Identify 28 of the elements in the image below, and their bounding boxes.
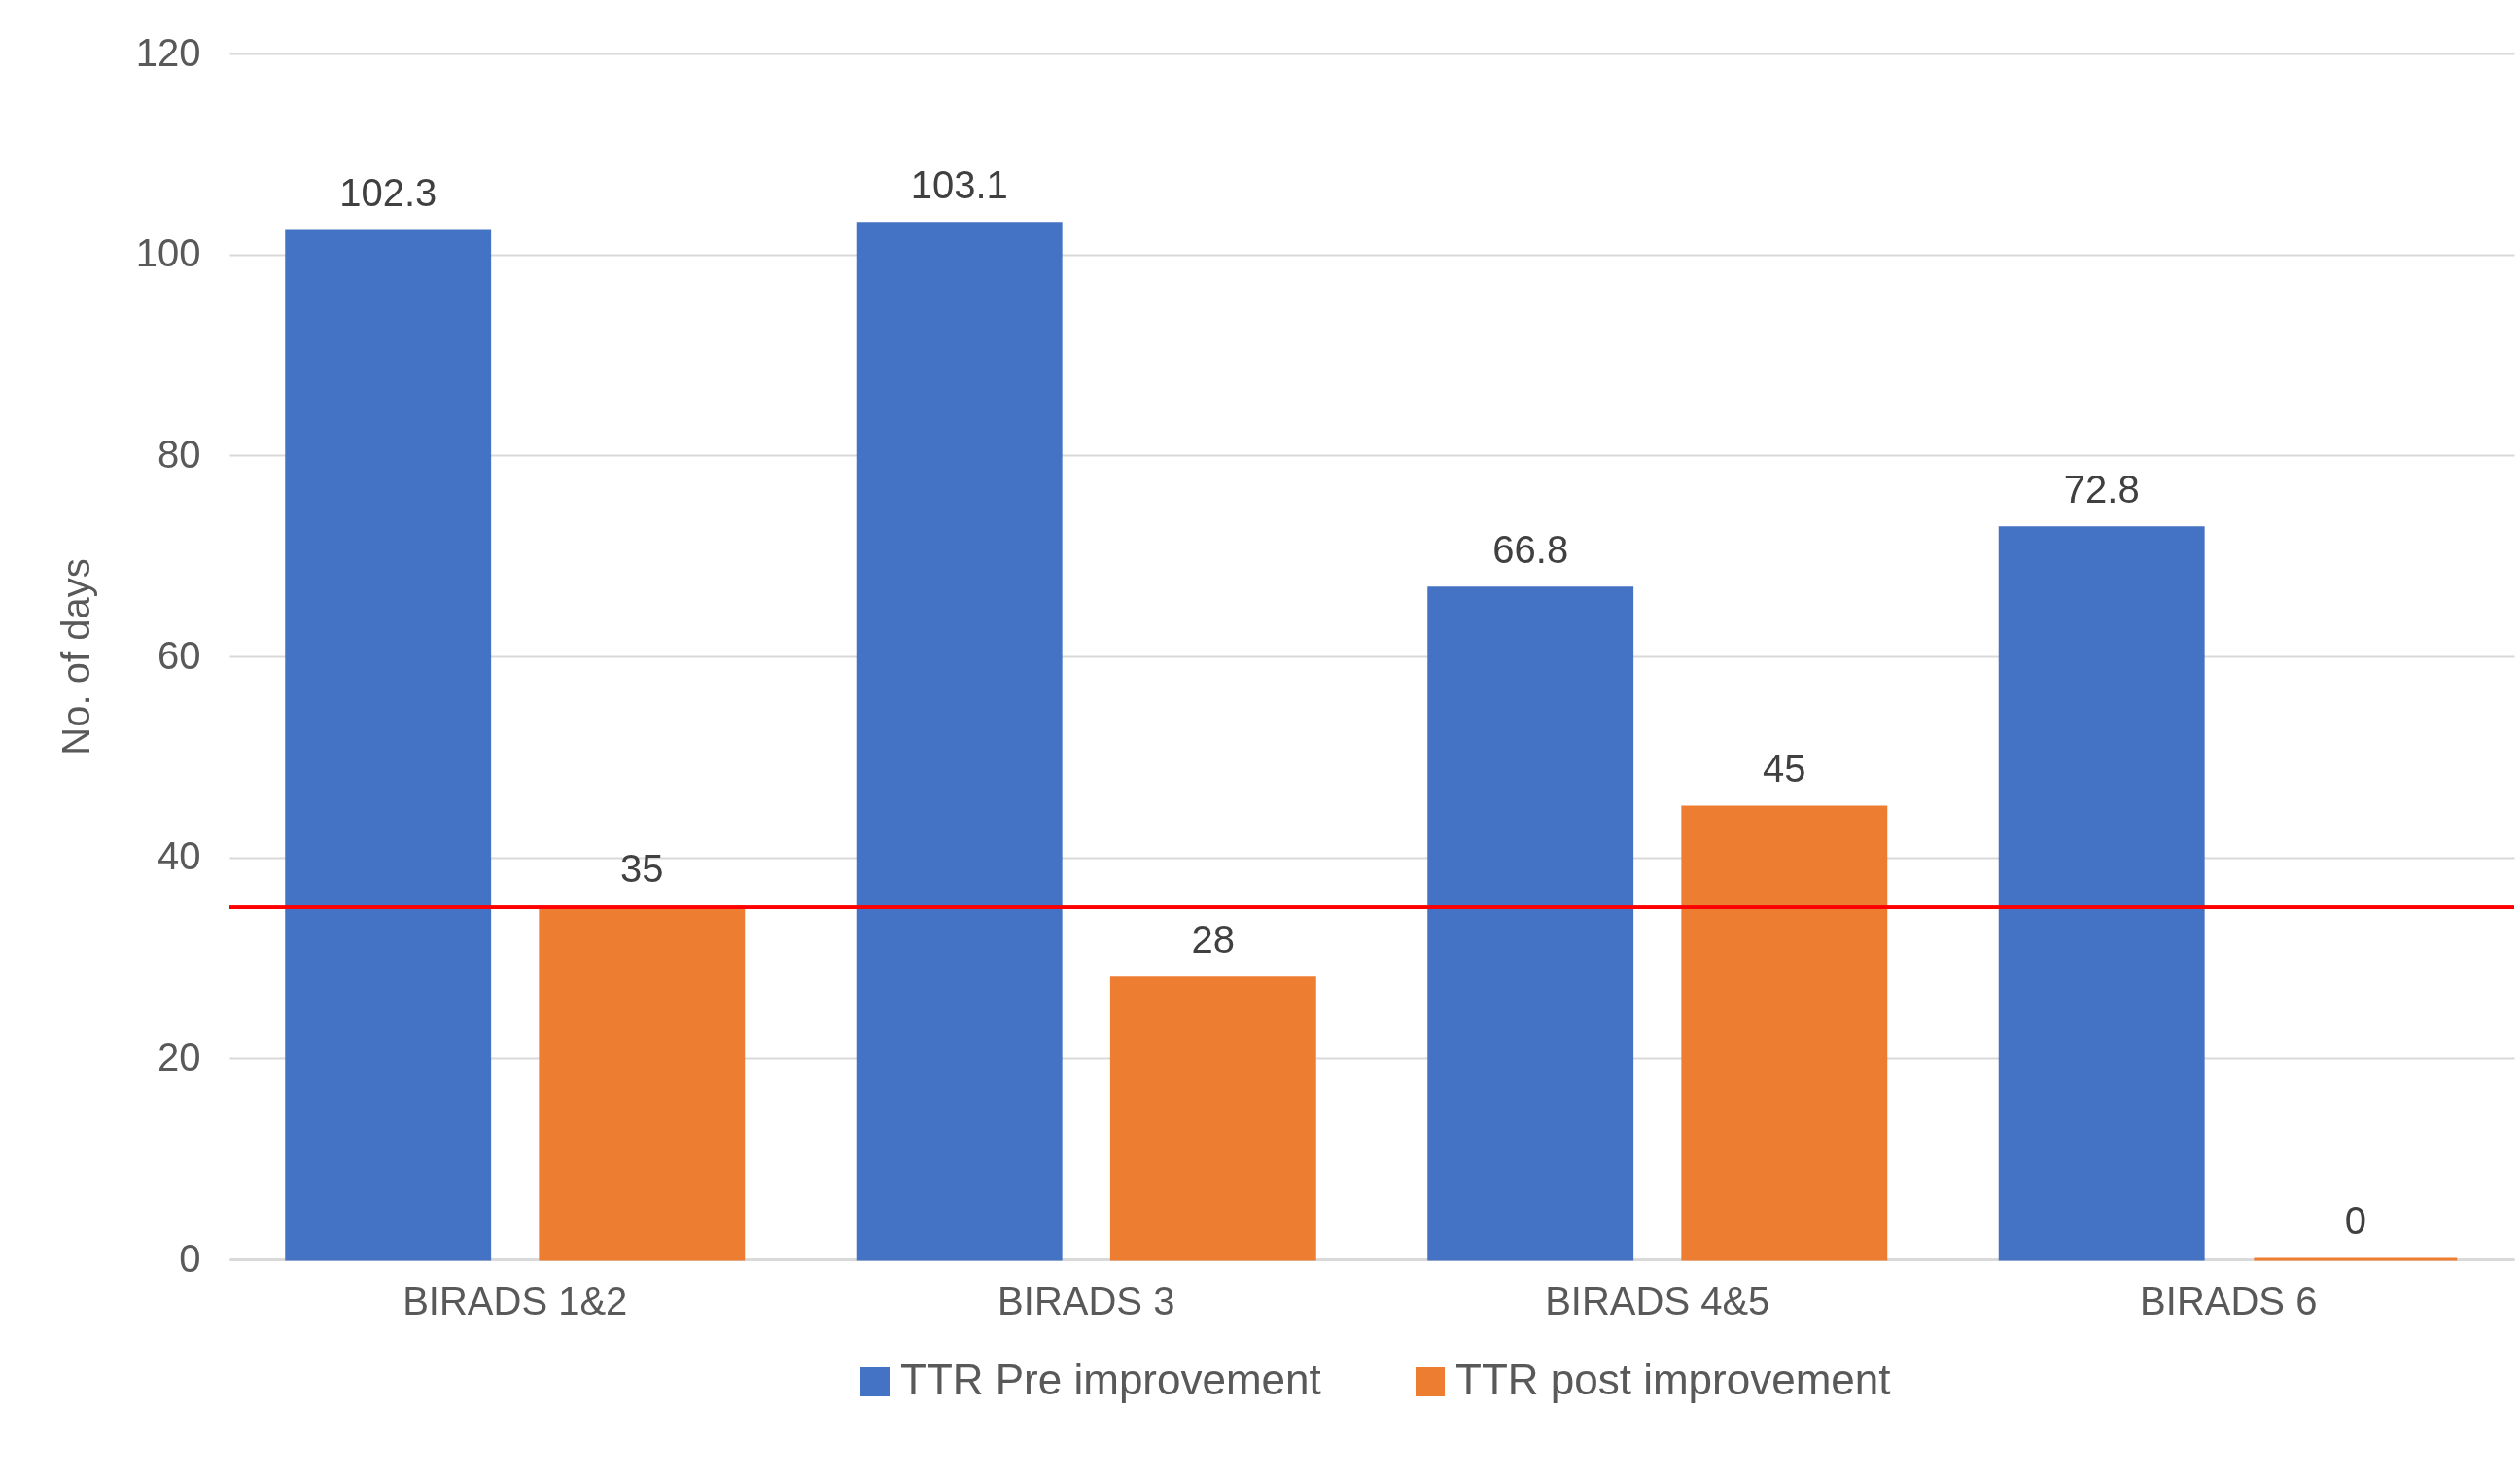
data-label: 102.3 xyxy=(339,170,438,214)
x-tick-label: BIRADS 4&5 xyxy=(1545,1279,1770,1322)
bar xyxy=(1427,586,1634,1261)
data-label: 45 xyxy=(1763,747,1806,790)
y-tick-label: 20 xyxy=(158,1035,201,1078)
data-label: 0 xyxy=(2344,1199,2366,1242)
y-tick-label: 60 xyxy=(158,633,201,677)
y-tick-label: 40 xyxy=(158,834,201,878)
bar xyxy=(1109,976,1316,1261)
legend-label: TTR Pre improvement xyxy=(900,1356,1321,1403)
legend-label: TTR post improvement xyxy=(1455,1356,1891,1403)
y-tick-label: 100 xyxy=(135,231,201,275)
data-label: 35 xyxy=(620,847,664,891)
bar xyxy=(285,229,492,1261)
y-axis-title: No. of days xyxy=(53,558,97,756)
x-tick-label: BIRADS 6 xyxy=(2140,1279,2318,1322)
x-tick-label: BIRADS 1&2 xyxy=(402,1279,628,1322)
x-tick-label: BIRADS 3 xyxy=(998,1279,1175,1322)
y-tick-label: 120 xyxy=(135,30,201,74)
bar xyxy=(856,222,1063,1261)
bar xyxy=(1681,805,1888,1261)
y-tick-label: 80 xyxy=(158,432,201,476)
data-label: 28 xyxy=(1191,917,1236,961)
y-tick-label: 0 xyxy=(179,1236,201,1280)
bar xyxy=(1998,526,2205,1261)
data-label: 103.1 xyxy=(910,162,1008,206)
data-label: 72.8 xyxy=(2063,467,2140,511)
data-label: 66.8 xyxy=(1492,527,1569,571)
